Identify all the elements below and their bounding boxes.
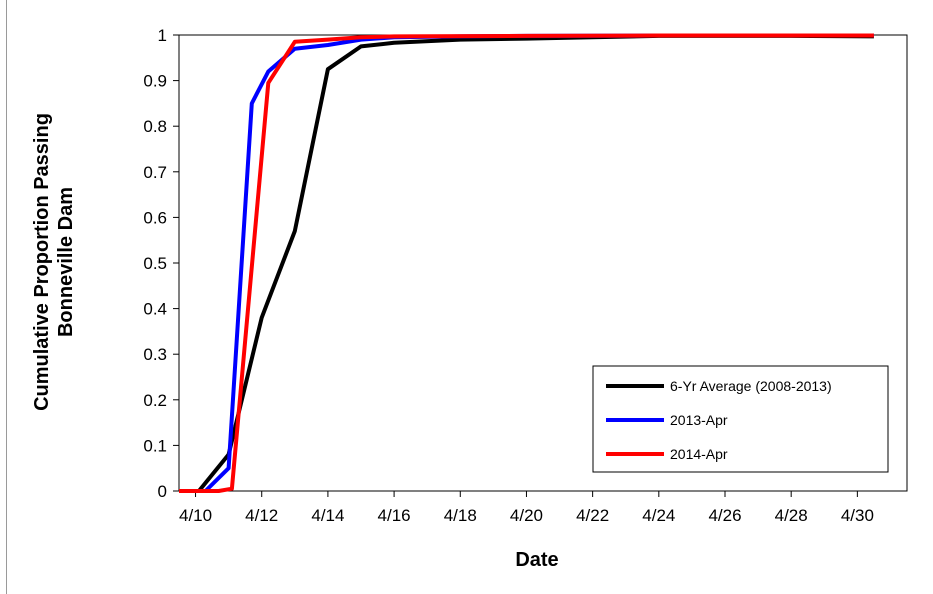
- y-tick-label: 0.5: [143, 254, 167, 273]
- x-tick-label: 4/16: [378, 506, 411, 525]
- y-axis-title: Cumulative Proportion Passing Bonneville…: [31, 113, 77, 411]
- x-tick-label: 4/24: [642, 506, 675, 525]
- legend: 6-Yr Average (2008-2013) 2013-Apr 2014-A…: [592, 365, 889, 473]
- y-tick-label: 0.2: [143, 391, 167, 410]
- y-axis-title-line-1: Cumulative Proportion Passing: [31, 113, 53, 411]
- y-tick-label: 0: [158, 482, 167, 501]
- x-tick-label: 4/10: [179, 506, 212, 525]
- series-layer: [179, 33, 874, 493]
- y-tick-label: 0.6: [143, 208, 167, 227]
- y-tick-label: 0.9: [143, 72, 167, 91]
- y-tick-label: 0.3: [143, 345, 167, 364]
- series-line-2014-apr: [179, 33, 874, 493]
- left-border-line: [6, 0, 7, 594]
- legend-label-2013-apr: 2013-Apr: [670, 412, 728, 428]
- legend-label-2014-apr: 2014-Apr: [670, 446, 728, 462]
- x-tick-label: 4/30: [841, 506, 874, 525]
- x-tick-label: 4/14: [311, 506, 344, 525]
- x-tick-label: 4/12: [245, 506, 278, 525]
- y-tick-label: 0.1: [143, 436, 167, 455]
- x-axis: 4/10 4/12 4/14 4/16 4/18 4/20 4/22 4/24 4/26 4/28…: [179, 491, 874, 525]
- x-tick-label: 4/26: [708, 506, 741, 525]
- legend-label-6yr-average: 6-Yr Average (2008-2013): [670, 378, 832, 394]
- x-axis-title: Date: [515, 549, 558, 571]
- y-tick-label: 0.8: [143, 117, 167, 136]
- y-axis: 0 0.1 0.2 0.3 0.4 0.5 0.6 0.7 0.8 0.9 1: [143, 26, 179, 501]
- y-tick-label: 0.7: [143, 163, 167, 182]
- x-tick-label: 4/28: [775, 506, 808, 525]
- y-axis-title-line-2: Bonneville Dam: [55, 187, 77, 337]
- x-tick-label: 4/18: [444, 506, 477, 525]
- x-tick-label: 4/20: [510, 506, 543, 525]
- y-tick-label: 0.4: [143, 300, 167, 319]
- y-tick-label: 1: [158, 26, 167, 45]
- x-tick-label: 4/22: [576, 506, 609, 525]
